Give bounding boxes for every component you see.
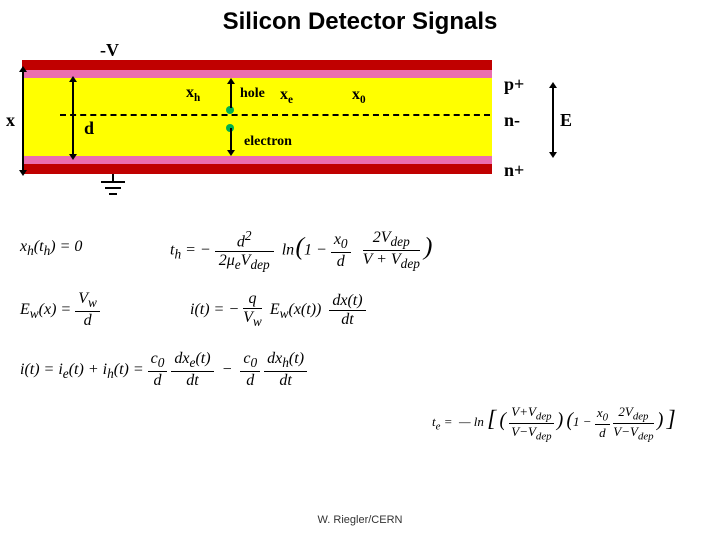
detector-diagram [22,60,492,174]
xh-base: x [186,84,194,101]
xe-base: x [280,86,288,103]
equation-xh-th: xh(th) = 0 [20,238,82,259]
p-plus-layer [22,70,492,78]
xe-sub: e [288,94,293,106]
equation-th: th = − d2 2μeVdep ln (1 − x0 d 2Vdep V +… [170,228,432,274]
label-d: d [84,118,94,139]
label-e-field: E [560,110,572,131]
xh-sub: h [194,92,200,104]
label-n-minus: n- [504,110,520,131]
x0-sub: 0 [360,94,366,106]
label-xe: xe [280,86,293,106]
d-axis-arrow [72,80,74,156]
label-p-plus: p+ [504,74,524,95]
equation-te: te = — ln [ ( V+Vdep V−Vdep ) (1 − x0 d … [432,404,676,442]
electron-arrow [230,128,232,152]
x-axis-arrow [22,70,24,172]
label-x0: x0 [352,86,366,106]
footer-credit: W. Riegler/CERN [0,514,720,526]
hole-arrow [230,82,232,108]
label-hole: hole [240,86,265,102]
equation-i-sum: i(t) = ie(t) + ih(t) = c0 d dxe(t) dt − … [20,350,307,390]
label-n-plus: n+ [504,160,524,181]
top-electrode [22,60,492,70]
label-minus-v: -V [100,40,119,61]
x0-dash-line [60,114,490,116]
n-plus-layer [22,156,492,164]
x0-base: x [352,86,360,103]
page-title: Silicon Detector Signals [0,8,720,36]
equation-ew: Ew(x) = Vw d [20,290,100,330]
e-field-arrow [552,86,554,154]
label-xh: xh [186,84,200,104]
bottom-electrode [22,164,492,174]
label-electron: electron [244,134,292,150]
ground-icon [98,174,128,200]
equation-it: i(t) = − q Vw Ew(x(t)) dx(t) dt [190,290,366,330]
label-x: x [6,110,15,131]
